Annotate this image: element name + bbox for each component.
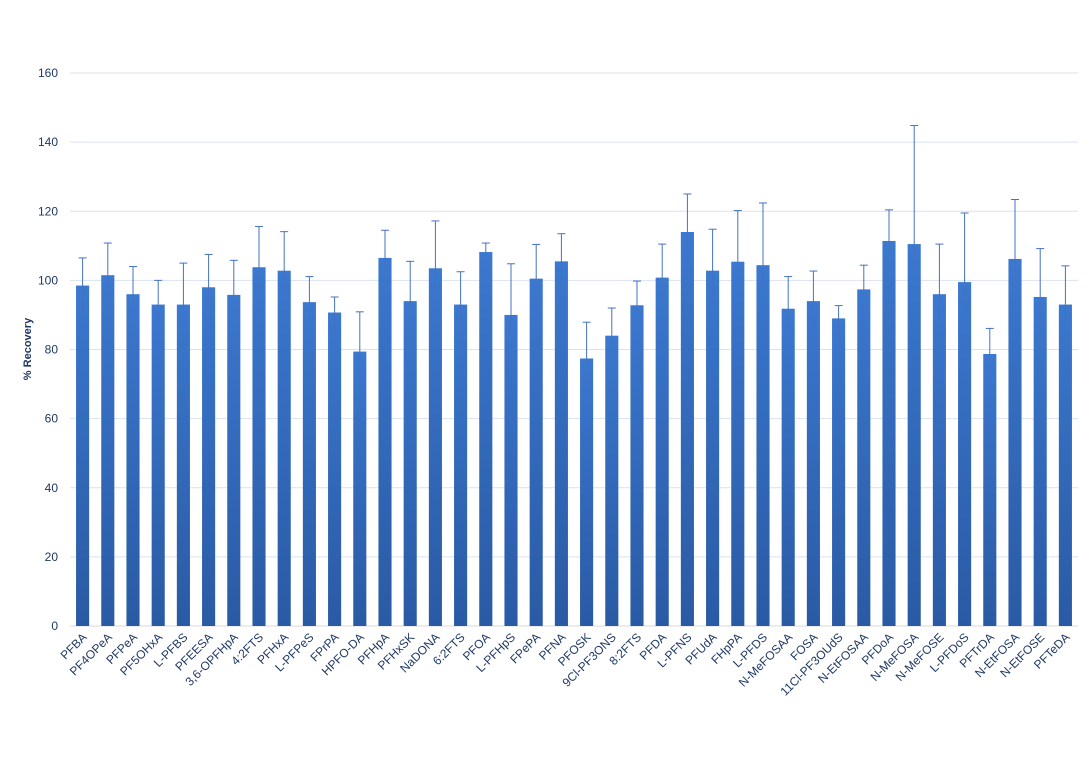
bar	[428, 268, 442, 626]
error-bar	[1061, 265, 1070, 333]
bar	[479, 252, 493, 626]
error-bar	[935, 243, 944, 323]
error-bar	[733, 210, 742, 290]
bar	[328, 312, 342, 626]
bar	[605, 335, 619, 626]
bar	[630, 305, 644, 626]
y-tick-label: 20	[45, 550, 59, 564]
error-bar	[784, 276, 793, 337]
bar	[781, 308, 795, 626]
error-bar	[985, 327, 994, 382]
error-bar	[683, 193, 692, 260]
gridlines	[70, 72, 1078, 627]
bar	[277, 270, 291, 626]
error-bar	[658, 243, 667, 306]
bar	[126, 294, 140, 626]
error-bar	[229, 259, 238, 323]
y-tick-label: 160	[38, 66, 58, 80]
bar	[504, 314, 518, 626]
bar	[151, 304, 165, 626]
error-bar	[809, 270, 818, 330]
bar	[983, 353, 997, 626]
error-bar	[103, 242, 112, 304]
error-bar	[532, 243, 541, 307]
bar	[227, 294, 241, 626]
bar	[706, 270, 720, 626]
bar	[857, 289, 871, 626]
bar	[882, 240, 896, 626]
bar	[731, 261, 745, 626]
error-bar	[910, 125, 919, 273]
x-axis-ticks: PFBAPF4OPeAPFPeAPF5OHxAL-PFBSPFEESA3,6-O…	[58, 630, 1073, 698]
bar	[176, 304, 190, 626]
bar	[76, 285, 90, 626]
bars	[76, 231, 1072, 627]
error-bar	[305, 276, 314, 331]
error-bar	[204, 253, 213, 316]
y-axis-title: % Recovery	[22, 317, 34, 380]
error-bar	[255, 225, 263, 296]
error-bar	[431, 220, 440, 297]
bar	[832, 318, 846, 626]
y-tick-label: 60	[45, 412, 59, 426]
error-bar	[154, 279, 163, 333]
error-bar	[355, 311, 364, 380]
error-bar	[557, 233, 566, 290]
y-tick-label: 100	[38, 273, 58, 287]
bar	[101, 275, 115, 626]
y-tick-label: 120	[38, 204, 58, 218]
bar	[302, 302, 316, 626]
error-bar	[1036, 248, 1045, 325]
bar	[554, 261, 568, 626]
y-tick-label: 0	[51, 619, 58, 633]
error-bar	[330, 296, 339, 341]
bar	[958, 282, 972, 626]
error-bar	[381, 229, 389, 286]
error-bar	[179, 262, 188, 333]
bar	[806, 301, 820, 626]
error-bar	[78, 257, 87, 314]
error-bar	[633, 280, 641, 334]
error-bar	[481, 242, 490, 281]
error-bar	[607, 307, 616, 364]
error-bar	[834, 305, 843, 347]
bar	[378, 257, 392, 626]
error-bar	[406, 260, 415, 330]
error-bar	[1011, 198, 1019, 287]
bar	[756, 265, 770, 626]
error-bar	[885, 209, 893, 269]
y-tick-label: 40	[45, 481, 59, 495]
y-tick-label: 140	[38, 135, 58, 149]
bar	[454, 304, 468, 626]
error-bar	[708, 228, 717, 299]
bar	[655, 277, 669, 626]
bar	[403, 301, 417, 626]
error-bar	[456, 271, 465, 333]
bar	[907, 244, 921, 626]
error-bar	[960, 212, 969, 311]
error-bar	[507, 263, 515, 343]
bar	[932, 294, 946, 626]
error-bar	[129, 266, 137, 323]
bar	[680, 231, 694, 627]
error-bar	[280, 231, 289, 299]
y-tick-label: 80	[45, 343, 59, 357]
error-bars	[78, 125, 1070, 387]
bar	[1008, 258, 1022, 626]
error-bar	[759, 202, 767, 294]
error-bar	[582, 321, 591, 387]
y-axis-ticks: 0 20 40 60 80 100 120 140 160	[38, 66, 58, 633]
bar	[1058, 304, 1072, 626]
bar	[1033, 296, 1047, 626]
bar	[202, 287, 216, 626]
bar	[580, 358, 594, 626]
bar	[353, 351, 367, 626]
bar	[252, 267, 266, 626]
bar	[529, 278, 543, 626]
error-bar	[859, 264, 868, 318]
